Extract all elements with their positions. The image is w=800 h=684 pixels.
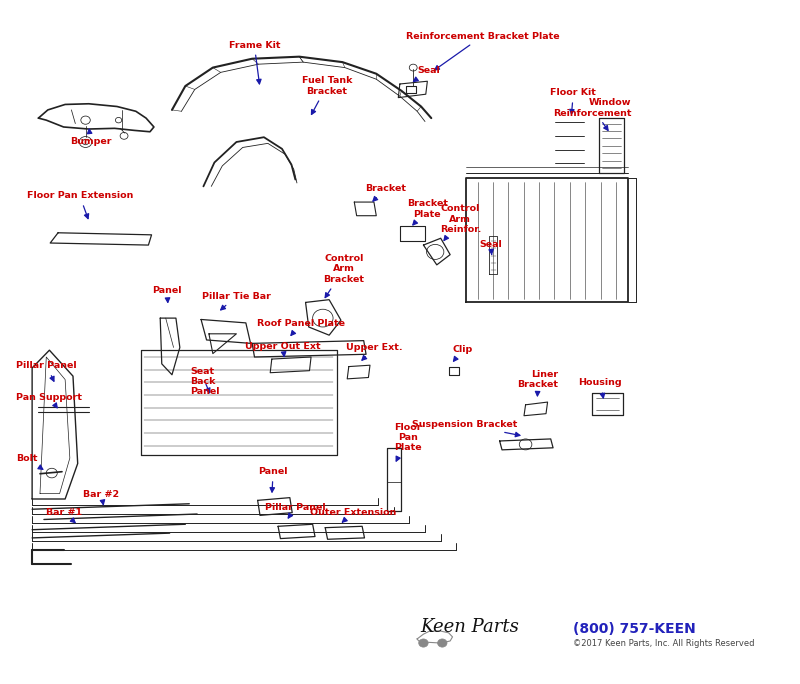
- Text: Bar #2: Bar #2: [83, 490, 119, 505]
- Text: Window
Reinforcement: Window Reinforcement: [553, 98, 632, 131]
- Text: Upper Out Ext: Upper Out Ext: [245, 341, 321, 356]
- Text: ©2017 Keen Parts, Inc. All Rights Reserved: ©2017 Keen Parts, Inc. All Rights Reserv…: [573, 640, 754, 648]
- Text: Panel: Panel: [152, 287, 182, 302]
- Text: Seal: Seal: [414, 66, 440, 81]
- Text: Seat
Back
Panel: Seat Back Panel: [190, 367, 219, 397]
- Text: Pan Support: Pan Support: [17, 393, 82, 408]
- Text: Suspension Bracket: Suspension Bracket: [412, 420, 520, 436]
- Text: Bracket: Bracket: [366, 184, 406, 201]
- Text: Control
Arm
Bracket: Control Arm Bracket: [323, 254, 365, 298]
- Text: Reinforcement Bracket Plate: Reinforcement Bracket Plate: [406, 31, 559, 70]
- Text: Liner
Bracket: Liner Bracket: [518, 370, 558, 396]
- Text: Frame Kit: Frame Kit: [229, 40, 280, 84]
- Text: Housing: Housing: [578, 378, 622, 398]
- Text: Keen Parts: Keen Parts: [420, 618, 519, 635]
- Text: Seal: Seal: [479, 240, 502, 254]
- Text: Floor Kit: Floor Kit: [550, 88, 596, 114]
- Text: Bumper: Bumper: [70, 129, 111, 146]
- Text: Roof Panel Plate: Roof Panel Plate: [257, 319, 345, 335]
- Text: Bar #1: Bar #1: [46, 508, 82, 523]
- Circle shape: [438, 639, 447, 647]
- Text: Outer Extension: Outer Extension: [310, 508, 396, 522]
- Text: (800) 757-KEEN: (800) 757-KEEN: [573, 622, 695, 635]
- Text: Pillar Panel: Pillar Panel: [17, 361, 77, 381]
- Text: Panel: Panel: [258, 467, 288, 492]
- Text: Floor
Pan
Plate: Floor Pan Plate: [394, 423, 422, 461]
- Text: Upper Ext.: Upper Ext.: [346, 343, 403, 360]
- Text: Clip: Clip: [453, 345, 473, 361]
- Text: Control
Arm
Reinfor.: Control Arm Reinfor.: [440, 205, 481, 240]
- Text: Bracket
Plate: Bracket Plate: [407, 199, 448, 225]
- Text: Pillar Panel: Pillar Panel: [265, 503, 326, 518]
- Text: Floor Pan Extension: Floor Pan Extension: [26, 192, 133, 219]
- Circle shape: [418, 639, 428, 647]
- Text: Pillar Tie Bar: Pillar Tie Bar: [202, 292, 270, 310]
- Text: Fuel Tank
Bracket: Fuel Tank Bracket: [302, 77, 352, 114]
- Text: Bolt: Bolt: [17, 454, 43, 469]
